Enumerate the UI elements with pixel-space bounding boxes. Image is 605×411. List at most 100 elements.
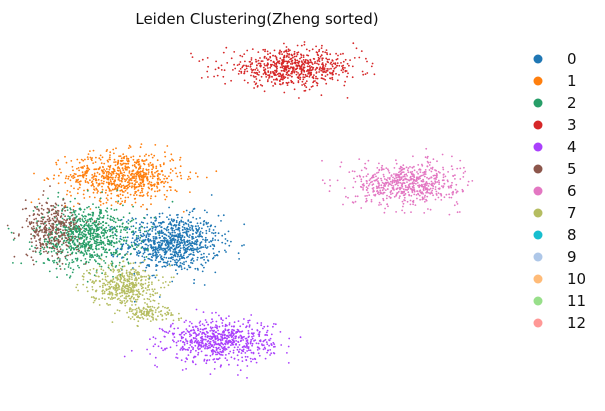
scatter-point [97,244,100,246]
scatter-point [92,175,95,178]
scatter-point [368,183,371,185]
scatter-point [135,246,138,249]
scatter-point [388,183,391,185]
scatter-point [274,55,277,57]
scatter-point [93,259,96,261]
scatter-point [153,243,155,245]
scatter-point [193,282,195,285]
scatter-point [99,197,102,200]
scatter-point [264,50,266,53]
scatter-point [131,164,134,167]
scatter-point [175,221,178,224]
scatter-point [39,253,42,256]
scatter-point [37,208,40,211]
scatter-point [287,77,289,79]
scatter-point [188,239,191,242]
scatter-point [404,199,406,202]
scatter-point [187,264,190,267]
scatter-point [152,237,155,240]
scatter-point [166,145,169,147]
scatter-point [167,249,170,251]
scatter-point [195,218,198,220]
scatter-point [158,189,161,192]
scatter-point [123,191,125,193]
scatter-point [201,331,204,334]
scatter-point [222,319,224,322]
scatter-point [195,231,197,234]
scatter-point [72,240,74,243]
scatter-point [64,155,66,158]
scatter-point [237,374,239,376]
scatter-point [74,257,77,260]
scatter-point [343,84,346,87]
scatter-point [417,172,419,175]
scatter-point [228,244,231,247]
scatter-point [128,245,130,248]
scatter-point [84,263,87,265]
scatter-point [237,359,240,361]
scatter-point [90,254,93,257]
scatter-point [179,234,182,237]
scatter-point [426,195,429,198]
scatter-point [199,217,201,219]
scatter-point [291,54,294,57]
scatter-point [403,173,406,176]
scatter-point [191,262,194,265]
scatter-point [95,179,98,182]
scatter-point [169,253,172,256]
scatter-point [134,231,137,233]
scatter-point [119,155,122,158]
scatter-point [180,219,183,222]
scatter-point [412,173,414,176]
scatter-point [398,171,400,174]
scatter-point [53,236,56,239]
scatter-point [137,237,140,240]
scatter-point [89,253,91,255]
scatter-point [228,352,230,355]
scatter-point [170,179,173,182]
scatter-point [239,348,241,351]
scatter-point [367,159,370,162]
scatter-point [89,150,91,153]
scatter-point [76,220,79,223]
scatter-point [33,218,36,221]
scatter-point [55,237,58,240]
scatter-point [200,336,203,339]
scatter-point [329,53,332,56]
scatter-point [215,358,218,360]
scatter-point [303,41,306,43]
scatter-point [255,78,258,80]
scatter-point [121,225,124,228]
scatter-point [61,217,64,220]
scatter-point [179,264,181,267]
scatter-point [330,61,333,64]
scatter-point [96,255,98,258]
scatter-point [135,238,138,241]
scatter-point [238,63,241,66]
scatter-point [108,182,111,185]
scatter-point [281,60,284,62]
scatter-point [378,193,380,196]
scatter-point [442,168,445,171]
scatter-point [325,63,327,66]
scatter-point [275,56,278,59]
scatter-point [162,174,164,176]
scatter-point [169,233,172,236]
scatter-point [341,67,344,70]
scatter-point [291,67,294,69]
scatter-point [403,196,406,199]
scatter-point [253,81,256,83]
scatter-point [65,225,68,227]
scatter-point [147,244,150,247]
scatter-point [39,241,41,244]
scatter-point [245,359,248,361]
scatter-point [40,207,43,210]
scatter-point [177,253,179,256]
scatter-point [454,188,457,191]
scatter-point [142,239,145,242]
scatter-point [89,258,91,261]
scatter-point [203,284,206,286]
scatter-point [56,276,58,279]
scatter-point [454,178,456,180]
scatter-point [126,231,129,234]
